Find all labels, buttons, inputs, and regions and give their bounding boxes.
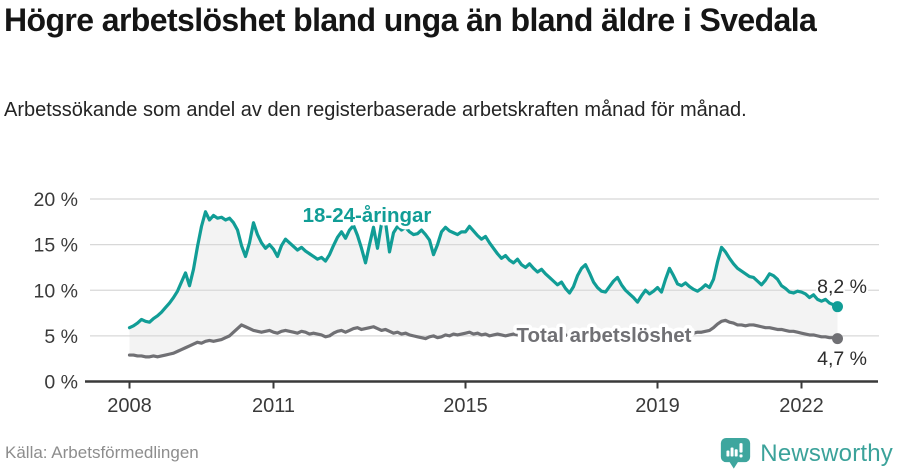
newsworthy-bubble-icon: [721, 438, 751, 469]
series-label: Total arbetslöshet: [516, 324, 691, 347]
y-tick-label: 10 %: [34, 280, 78, 302]
y-tick-label: 0 %: [44, 372, 78, 394]
series-label: 18-24-åringar: [303, 204, 432, 227]
young-series-line: [127, 210, 840, 330]
area-between-lines: [129, 211, 838, 357]
x-tick-label: 2008: [107, 395, 152, 417]
series-end-value: 4,7 %: [817, 348, 867, 370]
y-tick-label: 15 %: [34, 235, 78, 257]
y-tick-label: 20 %: [34, 189, 78, 211]
x-tick-label: 2011: [252, 395, 295, 417]
chart-title: Högre arbetslöshet bland unga än bland ä…: [4, 2, 817, 38]
unemployment-line-chart: 0 % 5 % 10 % 15 % 20 % 2008 2011 2015 2019 2022 18…: [34, 189, 879, 417]
series-end-dot: [832, 301, 843, 313]
x-tick-label: 2019: [635, 395, 680, 417]
source-text: Källa: Arbetsförmedlingen: [5, 443, 199, 462]
chart-subtitle: Arbetssökande som andel av den registerb…: [4, 99, 747, 121]
y-tick-label: 5 %: [44, 326, 78, 348]
series-end-value: 8,2 %: [817, 276, 867, 298]
series-end-dot: [832, 333, 843, 345]
newsworthy-logo-text: Newsworthy: [760, 439, 893, 467]
x-tick-label: 2022: [779, 395, 824, 417]
total-series-line: [127, 318, 840, 359]
newsworthy-logo: Newsworthy: [720, 437, 893, 470]
x-tick-label: 2015: [443, 395, 488, 417]
